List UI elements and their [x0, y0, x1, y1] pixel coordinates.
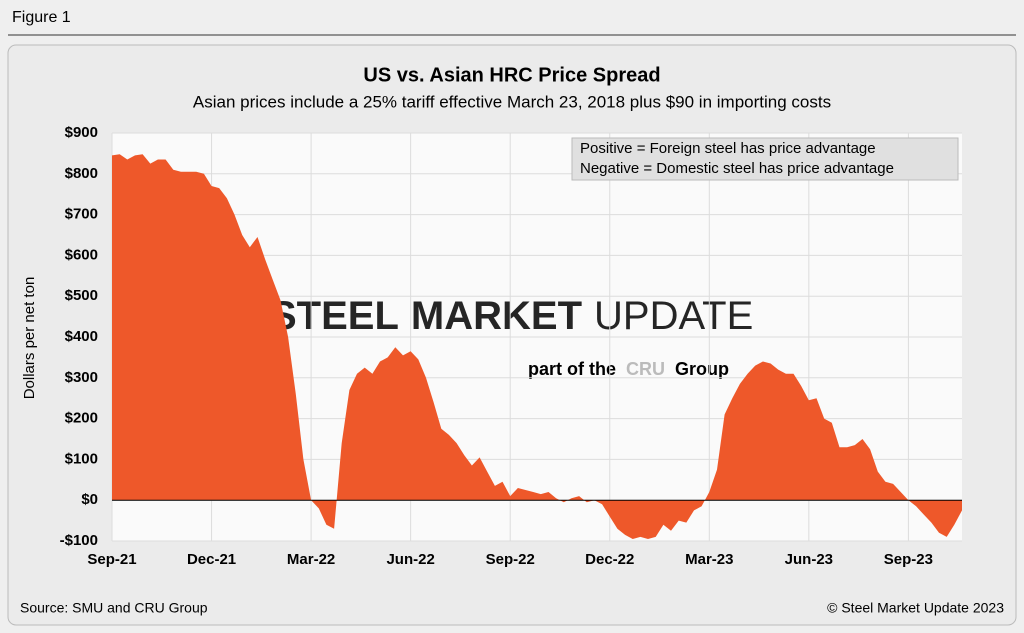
x-tick-label: Sep-21	[87, 551, 136, 568]
area	[112, 154, 962, 539]
watermark-tagline: part of the CRU Group	[528, 359, 729, 379]
watermark: STEEL MARKET UPDATE	[270, 294, 753, 338]
y-tick-label: $200	[65, 410, 98, 427]
x-tick-label: Jun-23	[785, 551, 833, 568]
y-tick-label: $400	[65, 328, 98, 345]
watermark-word: UPDATE	[594, 294, 753, 338]
annotation: Negative = Domestic steel has price adva…	[580, 160, 894, 177]
y-tick-label: $0	[81, 491, 98, 508]
plot: STEEL MARKET UPDATE part of the CRU Group -$10…	[60, 124, 962, 568]
figure-label: Figure 1	[12, 9, 71, 26]
watermark-word: STEEL	[270, 294, 399, 338]
x-tick-label: Dec-21	[187, 551, 236, 568]
x-tick-label: Jun-22	[386, 551, 434, 568]
source: Source: SMU and CRU Group	[20, 600, 208, 616]
annotation: Positive = Foreign steel has price advan…	[580, 140, 876, 157]
y-tick-label: $900	[65, 124, 98, 141]
x-tick-label: Mar-22	[287, 551, 335, 568]
y-tick-label: $700	[65, 206, 98, 223]
y-tick-label: $500	[65, 287, 98, 304]
y-tick-label: -$100	[60, 532, 98, 549]
copyright: © Steel Market Update 2023	[827, 600, 1004, 616]
y-tick-label: $100	[65, 450, 98, 467]
annotation-box	[571, 137, 959, 181]
watermark-word: Group	[675, 359, 729, 379]
y-tick-label: $600	[65, 246, 98, 263]
y-axis-label: Dollars per net ton	[21, 277, 38, 400]
x-tick-label: Mar-23	[685, 551, 733, 568]
x-tick-label: Dec-22	[585, 551, 634, 568]
watermark-word: CRU	[626, 359, 665, 379]
y-tick-label: $800	[65, 165, 98, 182]
y-tick-label: $300	[65, 369, 98, 386]
watermark-word: MARKET	[411, 294, 582, 338]
x-tick-label: Sep-23	[884, 551, 933, 568]
watermark-word: part of the	[528, 359, 616, 379]
x-tick-label: Sep-22	[486, 551, 535, 568]
chart-subtitle: Asian prices include a 25% tariff effect…	[193, 92, 831, 111]
chart-title: US vs. Asian HRC Price Spread	[363, 64, 660, 86]
